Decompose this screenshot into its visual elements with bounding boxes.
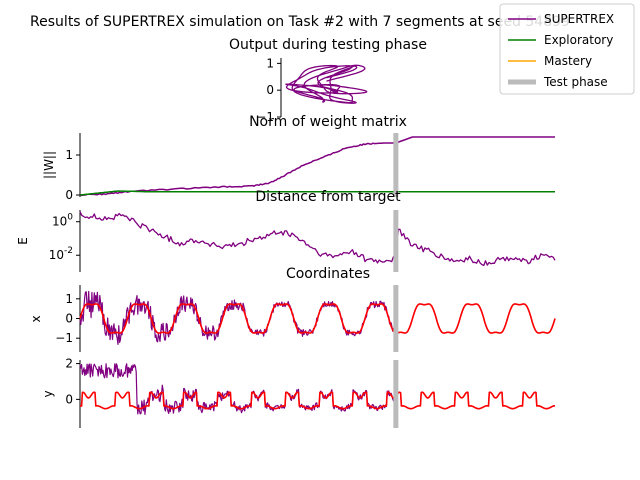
panel-y-coordinate: y 2 0 [41, 357, 556, 428]
legend-label-test-phase: Test phase [543, 75, 608, 89]
output-ytick-label: 1 [266, 56, 274, 70]
distance-ytick-exponent: 0 [67, 213, 73, 223]
output-ytick-label: 0 [266, 83, 274, 97]
panel-output: Output during testing phase 1 0 −1 [229, 37, 427, 124]
distance-ytick-exponent: -2 [64, 246, 73, 256]
weights-ytick-label: 0 [65, 188, 73, 202]
distance-ytick-label: 10-2 [49, 246, 73, 262]
y-ylabel: y [41, 390, 55, 397]
xcoord-ytick-label: 1 [65, 292, 73, 306]
legend-label-mastery: Mastery [544, 54, 592, 68]
distance-title: Distance from target [255, 189, 401, 205]
legend-label-supertrex: SUPERTREX [544, 12, 614, 26]
xcoord-series-target [79, 303, 556, 334]
ycoord-ytick-label: 2 [65, 357, 73, 371]
coordinates-title: Coordinates [286, 266, 370, 282]
ycoord-series-target [79, 391, 556, 410]
ycoord-ytick-label: 0 [65, 392, 73, 406]
distance-ytick-label: 100 [52, 213, 73, 229]
legend-label-exploratory: Exploratory [544, 33, 613, 47]
output-title: Output during testing phase [229, 37, 427, 53]
panel-weights: Norm of weight matrix ||W|| 1 0 [42, 114, 555, 202]
weights-ytick-label: 1 [65, 148, 73, 162]
weights-ylabel: ||W|| [42, 151, 56, 179]
x-ylabel: x [29, 315, 43, 322]
distance-series-supertrex [79, 211, 556, 267]
weights-series-supertrex [79, 136, 555, 197]
xcoord-ytick-label: 0 [65, 312, 73, 326]
panel-distance: Distance from target E 100 10-2 [16, 189, 556, 272]
weights-title: Norm of weight matrix [249, 114, 407, 130]
legend-frame [499, 3, 635, 95]
output-trajectory-line [285, 64, 368, 104]
weights-series-exploratory [79, 190, 555, 196]
output-ytick-label: −1 [256, 110, 274, 124]
xcoord-ytick-label: −1 [55, 331, 73, 345]
distance-ylabel: E [16, 237, 30, 245]
legend: SUPERTREX Exploratory Mastery Test phase [499, 3, 635, 95]
panel-x-coordinate: Coordinates x 1 0 −1 [29, 266, 556, 352]
figure-suptitle: Results of SUPERTREX simulation on Task … [30, 14, 570, 30]
